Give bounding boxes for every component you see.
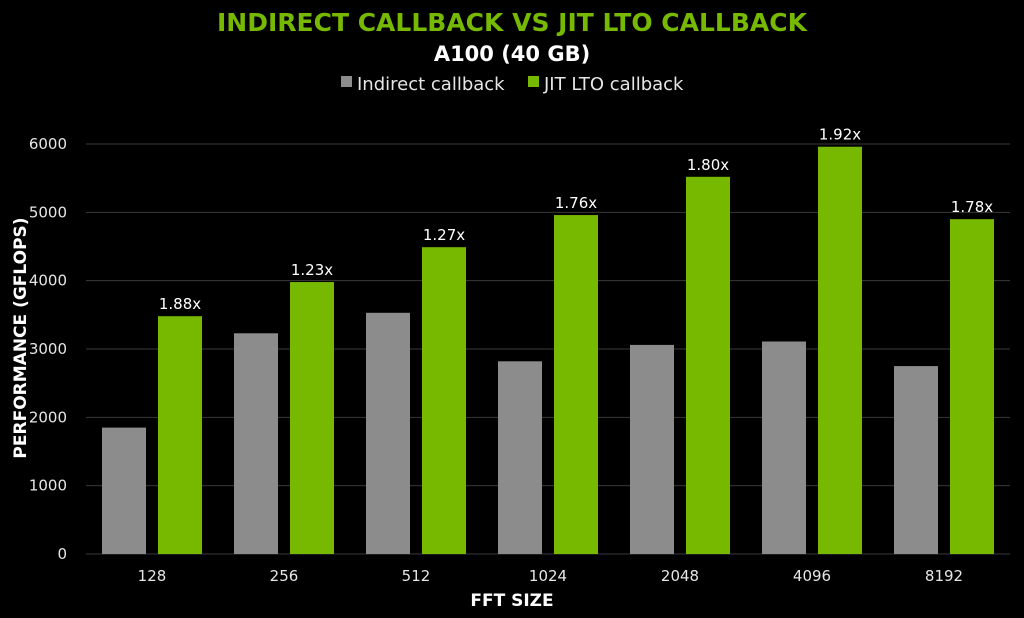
x-tick-label: 2048 [661, 567, 699, 585]
y-tick-label: 4000 [29, 272, 67, 290]
speedup-label-8192: 1.78x [951, 198, 993, 216]
legend-label-jit-lto: JIT LTO callback [543, 74, 684, 95]
x-tick-label: 4096 [793, 567, 831, 585]
bar-jit-lto-128 [158, 316, 202, 554]
legend-label-indirect: Indirect callback [357, 74, 505, 95]
y-tick-label: 0 [57, 545, 67, 563]
y-tick-label: 1000 [29, 477, 67, 495]
bar-indirect-256 [234, 333, 278, 554]
bar-jit-lto-2048 [686, 176, 730, 555]
speedup-label-128: 1.88x [159, 295, 201, 313]
speedup-label-4096: 1.92x [819, 126, 861, 144]
x-axis-label: FFT SIZE [470, 591, 553, 611]
y-axis-ticks: 0 1000 2000 3000 4000 5000 6000 [29, 135, 67, 563]
bar-indirect-8192 [894, 366, 938, 554]
y-tick-label: 6000 [29, 135, 67, 153]
y-tick-label: 2000 [29, 408, 67, 426]
y-tick-label: 5000 [29, 203, 67, 221]
y-tick-label: 3000 [29, 340, 67, 358]
bar-jit-lto-8192 [950, 219, 994, 554]
bars [102, 146, 994, 555]
bar-indirect-1024 [498, 361, 542, 554]
x-tick-label: 512 [402, 567, 431, 585]
bar-indirect-4096 [762, 341, 806, 554]
bar-jit-lto-256 [290, 282, 334, 554]
speedup-label-256: 1.23x [291, 261, 333, 279]
bar-jit-lto-4096 [818, 146, 862, 554]
legend: Indirect callback JIT LTO callback [341, 74, 684, 95]
bar-labels: 1.88x 1.23x 1.27x 1.76x 1.80x 1.92x 1.78x [159, 126, 993, 313]
speedup-label-2048: 1.80x [687, 156, 729, 174]
chart-title: INDIRECT CALLBACK VS JIT LTO CALLBACK [217, 8, 809, 37]
x-tick-label: 8192 [925, 567, 963, 585]
bar-jit-lto-512 [422, 247, 466, 554]
speedup-label-1024: 1.76x [555, 194, 597, 212]
speedup-label-512: 1.27x [423, 226, 465, 244]
legend-swatch-indirect [341, 76, 352, 87]
bar-indirect-2048 [630, 344, 674, 554]
y-axis-label: PERFORMANCE (GFLOPS) [11, 217, 31, 458]
chart-subtitle: A100 (40 GB) [434, 42, 590, 66]
x-axis-ticks: 128 256 512 1024 2048 4096 8192 [138, 567, 963, 585]
bar-indirect-512 [366, 312, 410, 554]
x-tick-label: 128 [138, 567, 167, 585]
bar-jit-lto-1024 [554, 215, 598, 555]
x-tick-label: 256 [270, 567, 299, 585]
gridlines [86, 143, 1010, 555]
legend-swatch-jit-lto [528, 76, 539, 87]
bar-indirect-128 [102, 427, 146, 554]
x-tick-label: 1024 [529, 567, 567, 585]
